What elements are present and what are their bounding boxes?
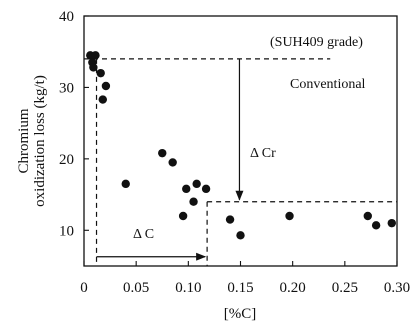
grade-annotation: (SUH409 grade)	[270, 35, 363, 50]
y-axis-label: Chromium oxidization loss (kg/t)	[16, 75, 48, 207]
data-point	[363, 211, 372, 221]
data-point	[192, 179, 201, 189]
data-points	[86, 51, 396, 240]
data-point	[225, 215, 235, 224]
annotation-arrows	[96, 58, 244, 261]
x-axis-ticks: 0 0.05 0.10 0.15 0.20 0.25 0.30	[80, 261, 410, 296]
y-tick-label: 30	[59, 80, 74, 96]
x-tick-label: 0.05	[123, 280, 149, 296]
x-axis-label: [%C]	[224, 306, 257, 322]
data-point	[96, 68, 105, 78]
guide-lines	[84, 58, 397, 266]
data-point	[201, 184, 211, 194]
conventional-annotation: Conventional	[290, 77, 366, 92]
data-point	[168, 158, 177, 167]
data-point	[121, 179, 130, 189]
y-axis-label-line-2: oxidization loss (kg/t)	[32, 75, 48, 207]
y-tick-label: 40	[59, 9, 74, 25]
x-tick-label: 0.30	[384, 280, 410, 296]
x-tick-label: 0	[80, 280, 88, 296]
x-tick-label: 0.20	[280, 280, 306, 296]
data-point	[182, 184, 191, 194]
data-point	[178, 211, 188, 221]
y-tick-label: 10	[59, 223, 74, 239]
delta-cr-annotation: Δ Cr	[250, 146, 276, 161]
y-tick-label: 20	[59, 152, 74, 168]
data-point	[89, 63, 98, 72]
plot-frame	[83, 15, 398, 267]
data-point	[98, 95, 107, 104]
data-point	[285, 211, 294, 221]
x-tick-label: 0.10	[175, 280, 201, 296]
delta-c-annotation: Δ C	[133, 227, 154, 242]
data-point	[236, 231, 245, 240]
data-point	[91, 51, 100, 60]
x-tick-label: 0.25	[332, 280, 358, 296]
data-point	[189, 197, 198, 206]
data-point	[371, 221, 381, 230]
data-point	[387, 218, 396, 228]
x-tick-label: 0.15	[227, 280, 253, 296]
y-axis-label-line-1: Chromium	[16, 108, 32, 173]
data-point	[101, 81, 111, 91]
y-axis-ticks: 10 20 30 40	[59, 9, 89, 239]
data-point	[158, 148, 167, 158]
